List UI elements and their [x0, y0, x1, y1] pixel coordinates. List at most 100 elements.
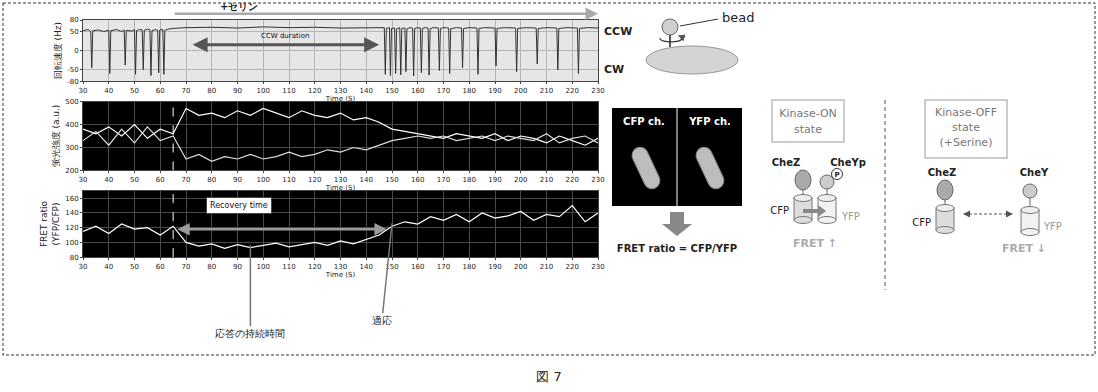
- svg-text:150: 150: [385, 176, 398, 184]
- svg-text:200: 200: [514, 263, 527, 271]
- svg-text:-80: -80: [67, 78, 78, 86]
- svg-text:80: 80: [207, 87, 216, 95]
- svg-text:210: 210: [540, 176, 553, 184]
- svg-text:30: 30: [79, 87, 88, 95]
- svg-text:160: 160: [411, 87, 424, 95]
- svg-text:100: 100: [257, 176, 270, 184]
- svg-text:FRET ratio(YFP/CFP): FRET ratio(YFP/CFP): [39, 200, 61, 247]
- svg-text:CheYp: CheYp: [830, 157, 866, 168]
- svg-text:230: 230: [591, 263, 604, 271]
- svg-text:180: 180: [463, 87, 476, 95]
- svg-text:図 7: 図 7: [536, 369, 561, 384]
- svg-text:30: 30: [79, 176, 88, 184]
- svg-text:500: 500: [65, 98, 78, 106]
- svg-text:160: 160: [65, 195, 78, 203]
- svg-text:140: 140: [360, 176, 373, 184]
- svg-text:100: 100: [257, 263, 270, 271]
- svg-text:220: 220: [566, 263, 579, 271]
- svg-text:60: 60: [156, 263, 165, 271]
- svg-text:40: 40: [104, 176, 113, 184]
- svg-text:50: 50: [130, 176, 139, 184]
- svg-text:160: 160: [411, 176, 424, 184]
- svg-text:CheY: CheY: [1020, 167, 1049, 178]
- svg-text:160: 160: [411, 263, 424, 271]
- svg-text:400: 400: [65, 121, 78, 129]
- svg-text:50: 50: [130, 263, 139, 271]
- svg-text:CFP: CFP: [912, 217, 931, 228]
- svg-text:YFP: YFP: [841, 211, 860, 222]
- svg-text:170: 170: [437, 263, 450, 271]
- svg-text:70: 70: [182, 263, 191, 271]
- svg-text:210: 210: [540, 87, 553, 95]
- svg-text:Kinase-OFF: Kinase-OFF: [935, 106, 997, 119]
- svg-text:120: 120: [308, 87, 321, 95]
- svg-text:170: 170: [437, 87, 450, 95]
- svg-text:100: 100: [257, 87, 270, 95]
- svg-text:90: 90: [233, 176, 242, 184]
- svg-text:110: 110: [282, 263, 295, 271]
- svg-text:応答の持続時間: 応答の持続時間: [215, 328, 285, 339]
- svg-text:140: 140: [65, 209, 78, 217]
- svg-text:60: 60: [156, 87, 165, 95]
- svg-text:140: 140: [360, 263, 373, 271]
- svg-text:70: 70: [182, 87, 191, 95]
- svg-text:FRET ratio = CFP/YFP: FRET ratio = CFP/YFP: [617, 243, 737, 254]
- svg-text:70: 70: [182, 176, 191, 184]
- svg-text:120: 120: [308, 263, 321, 271]
- svg-text:CCW: CCW: [604, 25, 632, 38]
- svg-text:200: 200: [65, 167, 78, 175]
- svg-text:+セリン: +セリン: [220, 1, 258, 12]
- svg-text:120: 120: [65, 224, 78, 232]
- svg-text:CW: CW: [604, 63, 624, 76]
- svg-text:FRET ↓: FRET ↓: [1002, 242, 1046, 255]
- svg-text:bead: bead: [722, 10, 754, 25]
- svg-text:130: 130: [334, 263, 347, 271]
- svg-text:(+Serine): (+Serine): [940, 136, 993, 149]
- svg-text:110: 110: [282, 176, 295, 184]
- svg-text:230: 230: [591, 87, 604, 95]
- svg-text:170: 170: [437, 176, 450, 184]
- svg-text:state: state: [794, 123, 822, 136]
- svg-text:蛍光強度 (a.u.): 蛍光強度 (a.u.): [51, 105, 61, 168]
- svg-text:回転速度 (Hz): 回転速度 (Hz): [53, 22, 63, 79]
- svg-text:40: 40: [104, 87, 113, 95]
- svg-text:120: 120: [308, 176, 321, 184]
- svg-text:220: 220: [566, 87, 579, 95]
- svg-text:80: 80: [207, 176, 216, 184]
- svg-text:50: 50: [130, 87, 139, 95]
- svg-text:150: 150: [385, 263, 398, 271]
- svg-text:200: 200: [514, 87, 527, 95]
- svg-text:130: 130: [334, 176, 347, 184]
- svg-text:CheZ: CheZ: [772, 157, 801, 168]
- svg-text:80: 80: [70, 16, 79, 24]
- svg-text:CheZ: CheZ: [928, 167, 957, 178]
- svg-text:-50: -50: [67, 66, 78, 74]
- svg-text:CFP ch.: CFP ch.: [623, 116, 665, 127]
- svg-text:0: 0: [74, 47, 78, 55]
- svg-text:190: 190: [488, 87, 501, 95]
- svg-text:P: P: [834, 171, 839, 179]
- svg-text:YFP: YFP: [1043, 221, 1062, 232]
- svg-text:80: 80: [207, 263, 216, 271]
- svg-text:220: 220: [566, 176, 579, 184]
- svg-text:180: 180: [463, 176, 476, 184]
- svg-text:100: 100: [65, 239, 78, 247]
- svg-text:210: 210: [540, 263, 553, 271]
- svg-text:190: 190: [488, 176, 501, 184]
- svg-text:CCW duration: CCW duration: [261, 32, 309, 40]
- svg-text:FRET ↑: FRET ↑: [793, 237, 837, 250]
- svg-text:200: 200: [514, 176, 527, 184]
- svg-text:Kinase-ON: Kinase-ON: [779, 107, 837, 120]
- svg-text:230: 230: [591, 176, 604, 184]
- svg-text:Time (S): Time (S): [325, 95, 356, 103]
- svg-text:40: 40: [104, 263, 113, 271]
- svg-text:90: 90: [233, 87, 242, 95]
- svg-text:110: 110: [282, 87, 295, 95]
- svg-text:適応: 適応: [372, 315, 392, 326]
- svg-text:130: 130: [334, 87, 347, 95]
- svg-text:80: 80: [70, 254, 79, 262]
- svg-text:Time (S): Time (S): [325, 184, 356, 192]
- svg-text:90: 90: [233, 263, 242, 271]
- svg-text:140: 140: [360, 87, 373, 95]
- svg-text:CFP: CFP: [770, 205, 789, 216]
